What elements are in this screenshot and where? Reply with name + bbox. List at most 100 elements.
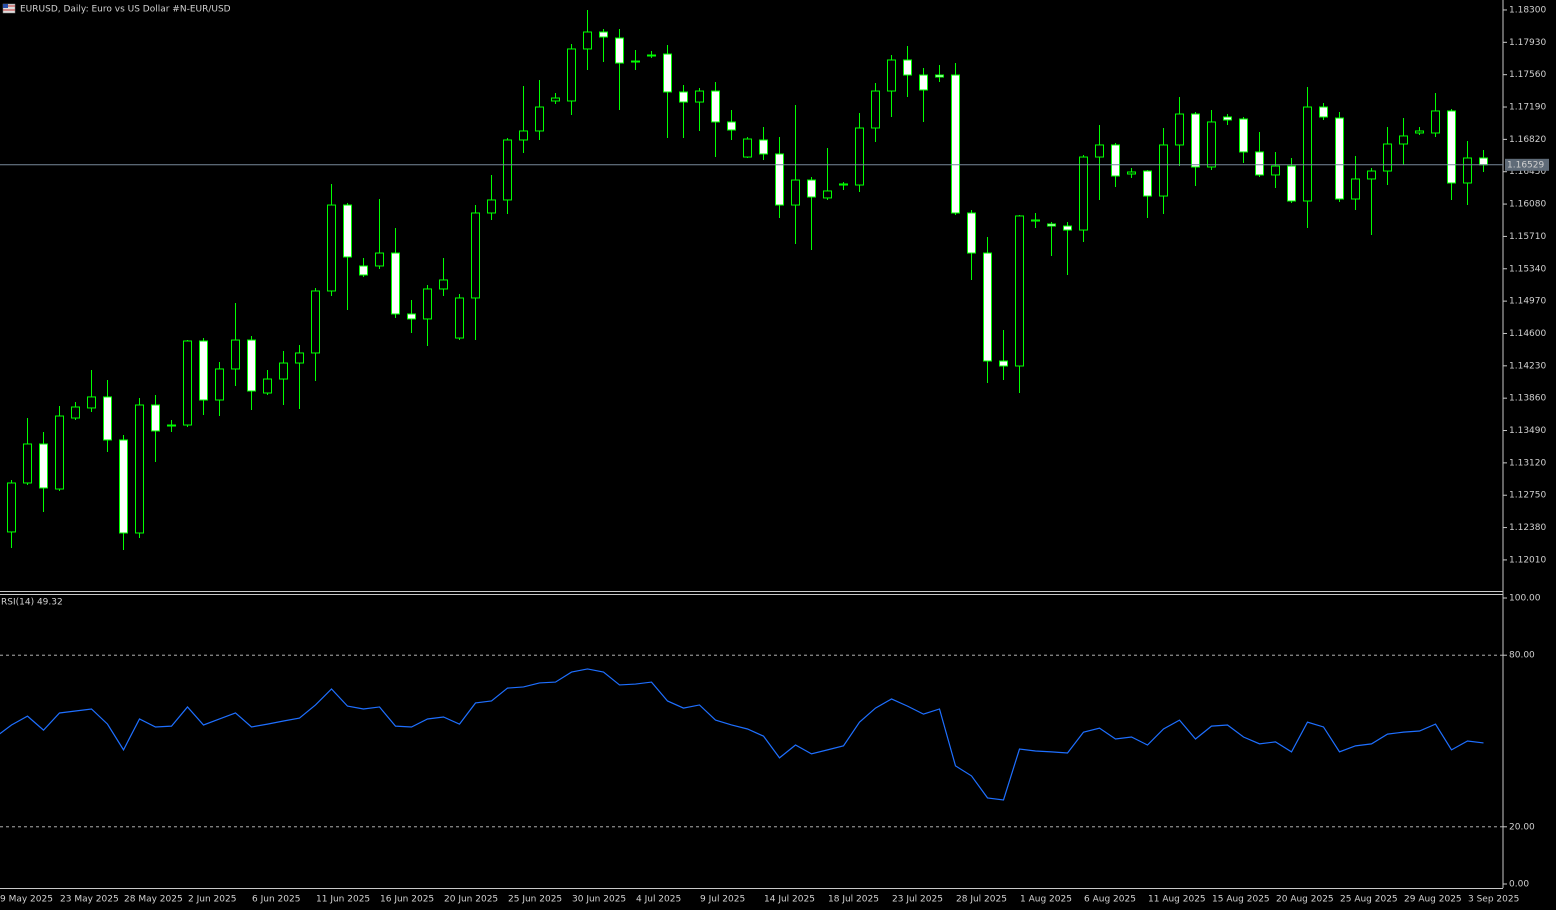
y-tick-label: 1.15710 [1509, 232, 1546, 242]
candle-body [263, 378, 272, 394]
candle-body [375, 252, 384, 267]
candle-body [1399, 135, 1408, 145]
candle-body [39, 443, 48, 489]
candle-body [455, 297, 464, 339]
candle-body [55, 415, 64, 490]
candle-body [1463, 157, 1472, 184]
candle-body [1351, 178, 1360, 200]
candle-body [423, 288, 432, 320]
candle-body [1079, 156, 1088, 231]
candle-body [471, 212, 480, 299]
candle-body [1367, 170, 1376, 180]
candle-body [599, 31, 608, 38]
candle-body [1383, 143, 1392, 172]
x-tick-label: 18 Jul 2025 [828, 895, 879, 905]
candle-body [71, 406, 80, 419]
y-tick-label: 1.12750 [1509, 491, 1546, 501]
x-tick-label: 2 Jun 2025 [188, 895, 236, 905]
candle-body [391, 252, 400, 315]
candle-body [23, 443, 32, 484]
candle-body [839, 183, 848, 186]
x-tick-label: 6 Aug 2025 [1084, 895, 1136, 905]
candle-body [807, 179, 816, 198]
candle-body [1111, 144, 1120, 177]
x-tick-label: 28 Jul 2025 [956, 895, 1007, 905]
y-tick-label: 1.14970 [1509, 297, 1546, 307]
candle-body [343, 204, 352, 258]
candle-body [919, 74, 928, 91]
x-tick-label: 29 Aug 2025 [1404, 895, 1462, 905]
candle-body [183, 340, 192, 426]
candle-body [151, 404, 160, 432]
candle-body [727, 121, 736, 131]
y-tick-label: 1.12380 [1509, 523, 1546, 533]
candle-body [1415, 130, 1424, 134]
candle-body [359, 265, 368, 276]
candle-body [983, 252, 992, 362]
candle-body [1431, 110, 1440, 134]
candle-body [439, 279, 448, 290]
y-tick-label: 0.00 [1509, 880, 1529, 890]
candle-body [487, 199, 496, 214]
y-tick-label: 1.17560 [1509, 70, 1546, 80]
y-tick-label: 1.13120 [1509, 458, 1546, 468]
candle-body [295, 352, 304, 364]
candle-body [1063, 225, 1072, 231]
candle-body [1095, 144, 1104, 158]
y-tick-label: 1.16080 [1509, 200, 1546, 210]
x-tick-label: 4 Jul 2025 [636, 895, 681, 905]
y-tick-label: 1.16450 [1509, 167, 1546, 177]
x-tick-label: 20 Aug 2025 [1276, 895, 1334, 905]
candle-body [935, 74, 944, 78]
x-tick-label: 25 Jun 2025 [508, 895, 562, 905]
rsi-line [0, 668, 1484, 801]
y-tick-label: 1.17190 [1509, 103, 1546, 113]
candle-body [711, 90, 720, 123]
candle-body [167, 424, 176, 427]
x-tick-label: 23 May 2025 [60, 895, 119, 905]
candle-body [679, 91, 688, 103]
candle-body [119, 439, 128, 534]
candle-body [1271, 165, 1280, 176]
candle-body [951, 74, 960, 214]
candle-body [1175, 113, 1184, 146]
candle-body [1191, 113, 1200, 168]
candle-body [407, 313, 416, 320]
candle-body [871, 90, 880, 129]
candle-body [1207, 121, 1216, 168]
y-tick-label: 100.00 [1509, 594, 1541, 604]
x-tick-label: 20 Jun 2025 [444, 895, 498, 905]
candle-body [615, 37, 624, 64]
candle-body [1031, 219, 1040, 222]
y-tick-label: 1.15340 [1509, 264, 1546, 274]
y-tick-label: 1.12010 [1509, 555, 1546, 565]
candle-body [1015, 215, 1024, 367]
last-price-label: 1.16529 [1507, 160, 1544, 170]
candle-body [199, 340, 208, 401]
y-tick-label: 20.00 [1509, 822, 1535, 832]
x-tick-label: 28 May 2025 [124, 895, 183, 905]
candle-body [1287, 165, 1296, 202]
chart-title: EURUSD, Daily: Euro vs US Dollar #N-EUR/… [20, 5, 231, 15]
x-tick-label: 25 Aug 2025 [1340, 895, 1398, 905]
candle-body [759, 139, 768, 155]
candle-body [855, 127, 864, 186]
x-tick-label: 3 Sep 2025 [1468, 895, 1519, 905]
x-tick-label: 23 Jul 2025 [892, 895, 943, 905]
candle-body [1143, 170, 1152, 197]
y-tick-label: 1.13490 [1509, 426, 1546, 436]
y-tick-label: 1.13860 [1509, 394, 1546, 404]
candle-body [999, 360, 1008, 367]
x-tick-label: 30 Jun 2025 [572, 895, 626, 905]
candle-body [1447, 110, 1456, 184]
candle-body [231, 339, 240, 370]
y-tick-label: 1.14600 [1509, 329, 1546, 339]
x-tick-label: 9 Jul 2025 [700, 895, 745, 905]
y-tick-label: 1.18300 [1509, 5, 1546, 15]
x-tick-label: 16 Jun 2025 [380, 895, 434, 905]
candle-body [327, 204, 336, 292]
candle-body [1479, 157, 1488, 166]
candle-body [775, 153, 784, 206]
candle-body [279, 362, 288, 380]
